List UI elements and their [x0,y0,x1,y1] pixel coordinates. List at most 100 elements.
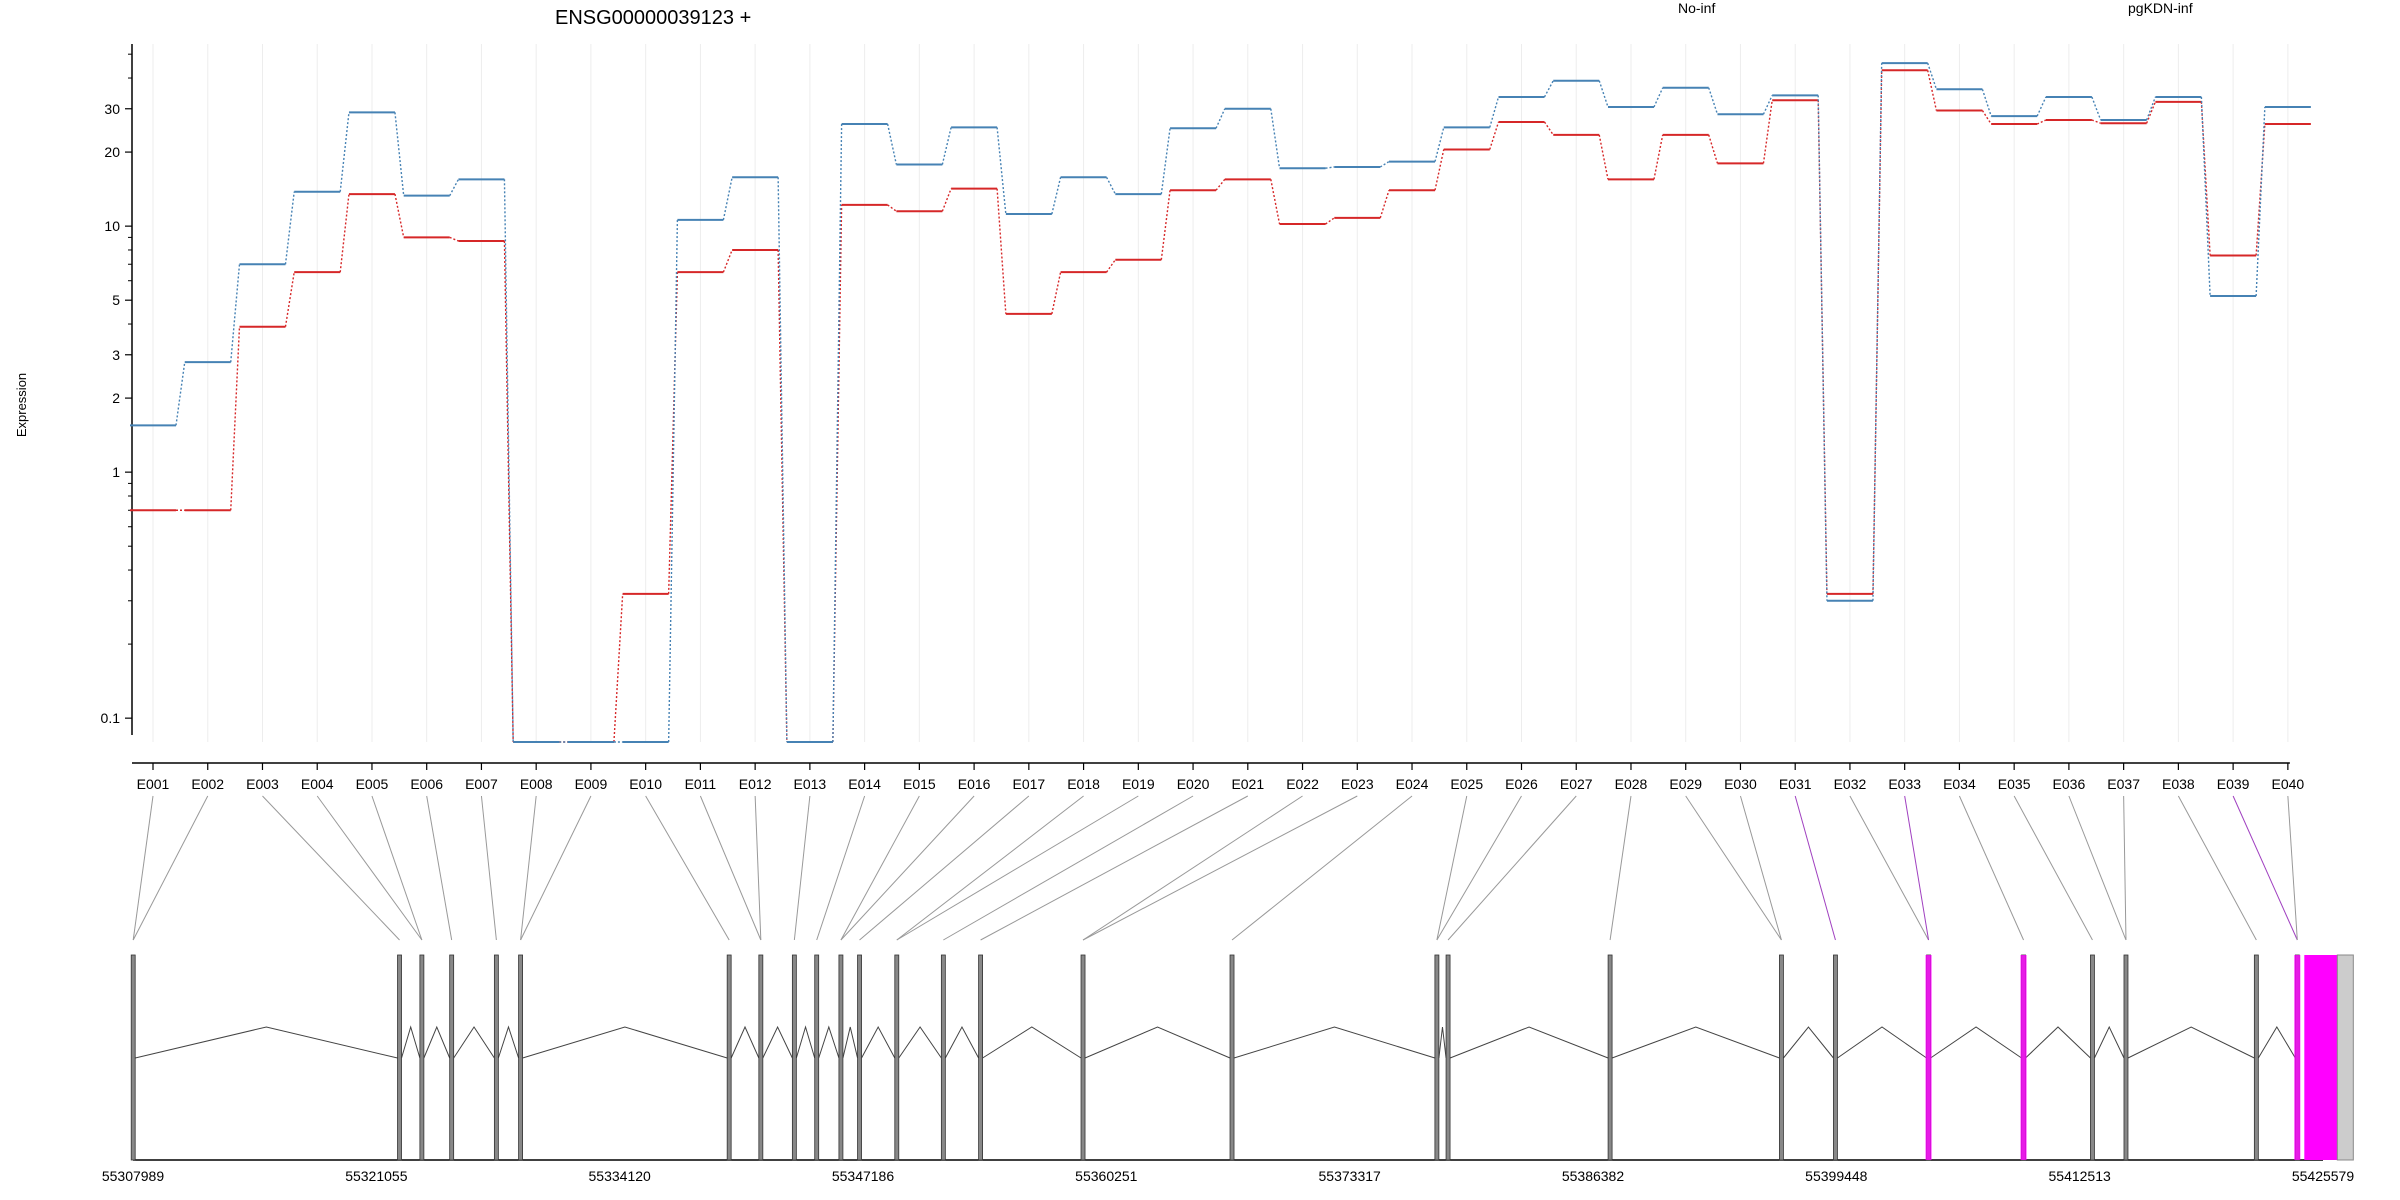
exon-connectors [132,795,2298,941]
intron [1233,1026,1436,1059]
exon-highlight [2304,955,2338,1160]
coordinate-label: 55399448 [1805,1168,1868,1184]
x-tick-label: E003 [246,776,279,792]
data-connector [1160,128,1171,195]
coordinate-label: 55307989 [102,1168,165,1184]
intron [135,1026,398,1059]
exon [1080,954,1086,1161]
intron [1611,1026,1780,1059]
y-ticks: 0.1 1 2 3 5 10 20 30 [101,53,132,726]
exon-connector [520,795,592,941]
legend-pgkdn-inf: pgKDN-inf [2128,0,2193,16]
x-tick-label: E028 [1615,776,1648,792]
data-connector [1817,95,1828,601]
data-connector [1653,87,1664,108]
exon [2090,954,2095,1161]
data-connector [2200,101,2211,256]
exon [2253,954,2259,1161]
data-connector [1926,70,1938,111]
coordinate-label: 55347186 [832,1168,895,1184]
data-connector [1215,178,1226,191]
exon-connector [2068,795,2127,941]
exon-connector [426,795,453,941]
data-connector [832,124,843,743]
exon-connector [480,795,497,941]
data-connector [1981,110,1992,125]
exon-connector [699,795,762,941]
data-connector [941,127,952,165]
y-tick-label: 1 [112,464,120,480]
y-tick-label: 0.1 [101,710,121,726]
data-connector [1379,189,1390,219]
series-pgkdn-inf [130,62,2311,743]
exon [814,954,820,1161]
exon [894,954,900,1161]
exon-connector [1447,795,1577,941]
data-connector [1270,179,1281,225]
data-connector [1434,127,1445,162]
data-connector [1160,190,1171,260]
data-connector [1543,80,1554,98]
x-tick-label: E031 [1779,776,1812,792]
x-tick-label: E022 [1286,776,1319,792]
x-ticks: E001 E002 E003 E004 E005 E006 E007 E008 E009 E010… [137,763,2304,792]
data-connector [996,188,1007,314]
legend-no-inf: No-inf [1678,0,1715,16]
x-tick-label: E002 [191,776,224,792]
data-connector [449,178,460,196]
exon-connector [2177,795,2257,941]
exon-connector [1082,795,1358,941]
data-connector [1762,95,1773,115]
x-tick-label: E038 [2162,776,2195,792]
exon-connector [2013,795,2093,941]
coordinate-label: 55386382 [1562,1168,1625,1184]
intron [982,1026,1082,1059]
data-connector [175,362,186,426]
data-connector [2145,101,2157,124]
exon [1833,954,1838,1161]
data-connector [777,249,788,743]
exon [791,954,797,1161]
y-tick-label: 30 [104,101,120,117]
exon-connector [1685,795,1782,941]
data-connector [339,112,350,192]
data-connector [394,193,405,238]
x-tick-label: E006 [410,776,443,792]
x-tick-label: E029 [1669,776,1702,792]
exon-connector [1082,795,1303,941]
intron [1449,1026,1609,1059]
exon [2123,954,2129,1161]
exon [397,954,402,1161]
exon-connector [816,795,866,941]
exon-connector [2232,795,2298,941]
exon [130,954,136,1161]
data-connector [722,249,733,273]
intron [1837,1026,1927,1059]
exon-connector [1794,795,1836,941]
data-connector [284,191,295,265]
data-connector [1489,121,1500,150]
intron [2257,1026,2296,1059]
x-tick-label: E004 [301,776,334,792]
data-connector [2145,96,2157,121]
data-connector [2200,96,2211,297]
x-tick-label: E037 [2107,776,2140,792]
x-tick-label: E007 [465,776,498,792]
exon-highlight [1925,955,1932,1160]
exon [1607,954,1613,1161]
data-connector [1489,96,1500,128]
exon [940,954,946,1161]
y-tick-label: 20 [104,144,120,160]
exon [518,954,523,1161]
x-tick-label: E010 [629,776,662,792]
x-tick-label: E012 [739,776,772,792]
data-connector [1051,272,1062,314]
data-connector [722,177,733,221]
coordinate-label: 55425579 [2292,1168,2355,1184]
exon [857,954,862,1161]
data-connector [1434,149,1445,191]
exon-connector [645,795,730,941]
data-connector [996,127,1007,215]
x-tick-label: E030 [1724,776,1757,792]
x-tick-label: E032 [1834,776,1867,792]
